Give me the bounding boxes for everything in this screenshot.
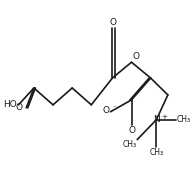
Text: CH₃: CH₃ — [122, 140, 136, 149]
Text: O: O — [102, 106, 110, 115]
Text: HO: HO — [3, 100, 17, 109]
Text: O: O — [16, 103, 23, 112]
Text: N: N — [153, 115, 160, 124]
Text: O: O — [133, 52, 139, 61]
Text: +: + — [161, 114, 167, 120]
Text: CH₃: CH₃ — [177, 115, 191, 124]
Text: O: O — [128, 126, 135, 135]
Text: ⁻: ⁻ — [112, 106, 116, 112]
Text: O: O — [110, 18, 117, 27]
Text: CH₃: CH₃ — [149, 148, 163, 157]
